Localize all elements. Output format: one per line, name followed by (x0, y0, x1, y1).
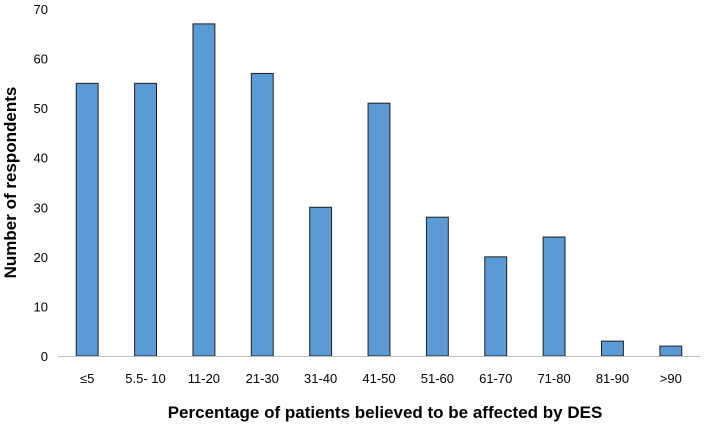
y-tick-label: 70 (34, 2, 48, 17)
bar (425, 216, 449, 357)
bar (309, 206, 333, 357)
bar (367, 102, 391, 357)
bar (192, 23, 216, 357)
x-tick-label: 21-30 (246, 371, 279, 386)
y-tick-label: 40 (34, 151, 48, 166)
y-tick-label: 50 (34, 101, 48, 116)
bar (75, 82, 99, 357)
x-tick-label: 31-40 (304, 371, 337, 386)
y-tick-label: 30 (34, 200, 48, 215)
y-axis-ticks: 0 10 20 30 40 50 60 70 (34, 2, 48, 364)
x-tick-label: 11-20 (188, 371, 220, 386)
bar (134, 82, 157, 357)
y-tick-label: 60 (34, 52, 48, 67)
y-tick-label: 0 (41, 349, 48, 364)
x-tick-label: 41-50 (362, 371, 395, 386)
x-tick-label: 51-60 (421, 371, 454, 386)
bar (659, 345, 683, 357)
y-tick-label: 20 (34, 250, 48, 265)
bar (250, 72, 274, 357)
bar (484, 256, 508, 357)
x-tick-label: >90 (660, 371, 682, 386)
y-tick-label: 10 (34, 299, 48, 314)
x-axis-title: Percentage of patients believed to be af… (168, 403, 603, 422)
x-tick-label: 71-80 (537, 371, 570, 386)
x-tick-label: ≤5 (80, 371, 94, 386)
bar (601, 340, 624, 357)
x-axis-ticks: ≤5 5.5- 10 11-20 21-30 31-40 41-50 51-60 61-70 7… (80, 371, 682, 386)
bar (542, 236, 566, 357)
x-tick-label: 61-70 (479, 371, 512, 386)
x-tick-label: 5.5- 10 (125, 371, 165, 386)
bars (75, 23, 683, 357)
x-tick-label: 81-90 (596, 371, 629, 386)
y-axis-title: Number of respondents (1, 87, 20, 279)
